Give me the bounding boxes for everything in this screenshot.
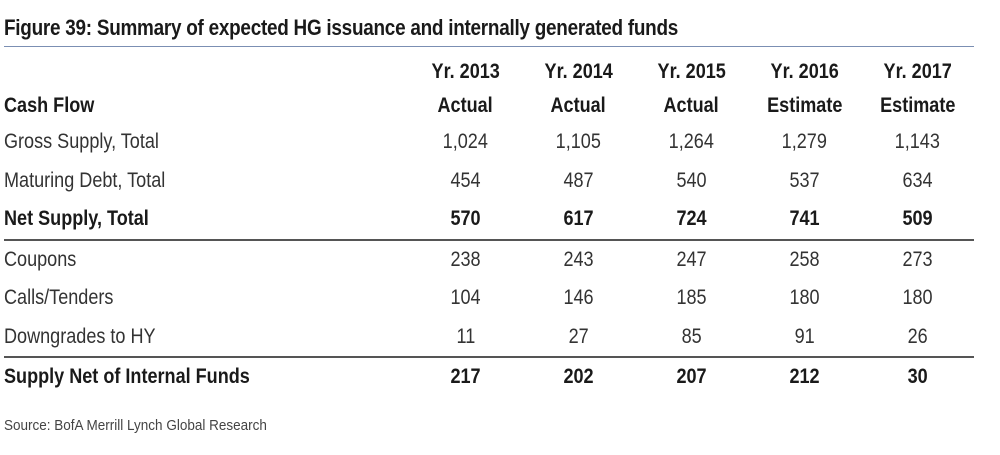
column-kind: Actual [550, 94, 607, 117]
cell-value: 243 [563, 247, 594, 271]
cell-value: 26 [861, 317, 974, 358]
table-row: Downgrades to HY 11 27 85 91 26 [4, 317, 974, 358]
cell-value: 741 [748, 200, 861, 241]
source-note: Source: BofA Merrill Lynch Global Resear… [4, 416, 267, 434]
cell-value: 540 [676, 168, 707, 192]
cell-value: 91 [748, 317, 861, 358]
cell-value: 212 [789, 365, 820, 388]
cell-value: 180 [789, 286, 820, 309]
row-label: Coupons [4, 247, 77, 271]
cell-value: 273 [902, 247, 933, 271]
column-year: Yr. 2013 [431, 60, 500, 83]
cell-value: 1,279 [781, 130, 828, 153]
table-row: Maturing Debt, Total 454 487 540 537 634 [4, 162, 974, 201]
row-label: Maturing Debt, Total [4, 168, 166, 192]
row-label: Gross Supply, Total [4, 130, 159, 153]
cell-value: 207 [676, 365, 707, 388]
table-row-total: Net Supply, Total 570 617 724 741 509 [4, 200, 974, 241]
header-cash-flow: Cash Flow [4, 94, 95, 117]
table-row: Calls/Tenders 104 146 185 180 180 [4, 279, 974, 318]
table-row: Coupons 238 243 247 258 273 [4, 240, 974, 280]
cell-value: 30 [907, 365, 928, 388]
cell-value: 85 [635, 317, 748, 358]
table-header: Yr. 2013 Yr. 2014 Yr. 2015 Yr. 2016 Yr. … [4, 47, 974, 123]
figure-title: Figure 39: Summary of expected HG issuan… [4, 15, 679, 40]
column-year: Yr. 2017 [883, 60, 952, 83]
cell-value: 509 [861, 200, 974, 241]
cell-value: 180 [902, 286, 933, 309]
cell-value: 104 [450, 286, 481, 309]
cell-value: 634 [902, 168, 933, 192]
cell-value: 1,024 [442, 130, 489, 153]
cell-value: 1,264 [668, 130, 715, 153]
cell-value: 1,143 [894, 130, 941, 153]
header-label-spacer [4, 47, 409, 89]
cell-value: 537 [789, 168, 820, 192]
row-label: Supply Net of Internal Funds [4, 365, 250, 388]
cell-value: 27 [522, 317, 635, 358]
column-year: Yr. 2015 [657, 60, 726, 83]
row-label: Calls/Tenders [4, 286, 114, 309]
row-label: Net Supply, Total [4, 200, 409, 241]
table-row-total: Supply Net of Internal Funds 217 202 207… [4, 357, 974, 397]
cell-value: 487 [563, 168, 594, 192]
cell-value: 724 [635, 200, 748, 241]
cell-value: 11 [409, 317, 522, 358]
cell-value: 1,105 [555, 130, 602, 153]
column-kind: Actual [663, 94, 720, 117]
header-row-kind: Cash Flow Actual Actual Actual Estimate … [4, 89, 974, 123]
column-kind: Actual [437, 94, 494, 117]
title-divider [4, 46, 974, 47]
column-year: Yr. 2014 [544, 60, 613, 83]
header-row-years: Yr. 2013 Yr. 2014 Yr. 2015 Yr. 2016 Yr. … [4, 47, 974, 89]
cell-value: 202 [563, 365, 594, 388]
cell-value: 238 [450, 247, 481, 271]
cell-value: 617 [522, 200, 635, 241]
cell-value: 258 [789, 247, 820, 271]
cell-value: 454 [450, 168, 481, 192]
cell-value: 570 [409, 200, 522, 241]
table-row: Gross Supply, Total 1,024 1,105 1,264 1,… [4, 123, 974, 162]
cash-flow-table: Yr. 2013 Yr. 2014 Yr. 2015 Yr. 2016 Yr. … [4, 47, 974, 397]
cell-value: 146 [563, 286, 594, 309]
cell-value: 247 [676, 247, 707, 271]
cell-value: 185 [676, 286, 707, 309]
row-label: Downgrades to HY [4, 317, 409, 358]
column-kind: Estimate [766, 94, 843, 117]
column-kind: Estimate [879, 94, 956, 117]
cell-value: 217 [450, 365, 481, 388]
figure: Figure 39: Summary of expected HG issuan… [4, 0, 974, 434]
column-year: Yr. 2016 [770, 60, 839, 83]
